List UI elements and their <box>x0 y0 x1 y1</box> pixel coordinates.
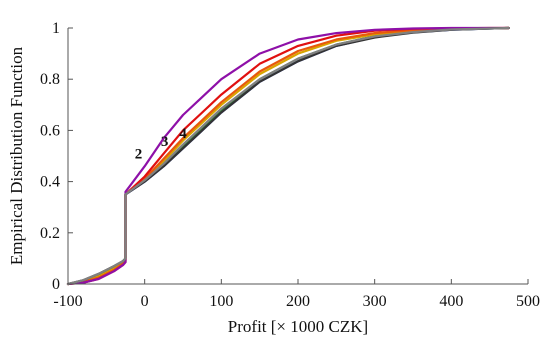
x-tick-label: 500 <box>516 293 540 310</box>
x-tick-label: -100 <box>53 293 82 310</box>
y-tick-label: 1 <box>52 20 60 37</box>
y-tick-label: 0.6 <box>40 122 60 139</box>
y-tick-label: 0 <box>52 276 60 293</box>
y-ticks: 0 0.2 0.4 0.6 0.8 1 <box>40 20 73 293</box>
annotations: 2 3 4 <box>135 126 187 162</box>
series-line-8 <box>66 26 510 286</box>
x-tick-label: 300 <box>363 293 387 310</box>
x-tick-label: 400 <box>439 293 463 310</box>
x-tick-label: 100 <box>209 293 233 310</box>
y-tick-label: 0.4 <box>40 174 60 191</box>
y-tick-label: 0.2 <box>40 225 60 242</box>
curve-annotation-4: 4 <box>179 126 187 142</box>
x-tick-label: 0 <box>141 293 149 310</box>
series-group <box>66 26 510 286</box>
x-tick-label: 200 <box>286 293 310 310</box>
series-line-6 <box>66 26 510 286</box>
y-tick-label: 0.8 <box>40 71 60 88</box>
curve-annotation-2: 2 <box>135 147 143 163</box>
curve-annotation-3: 3 <box>161 134 169 150</box>
x-axis-label: Profit [× 1000 CZK] <box>228 317 368 336</box>
y-axis-label: Empirical Distribution Function <box>7 46 26 265</box>
x-ticks: -100 0 100 200 300 400 500 <box>53 279 540 310</box>
